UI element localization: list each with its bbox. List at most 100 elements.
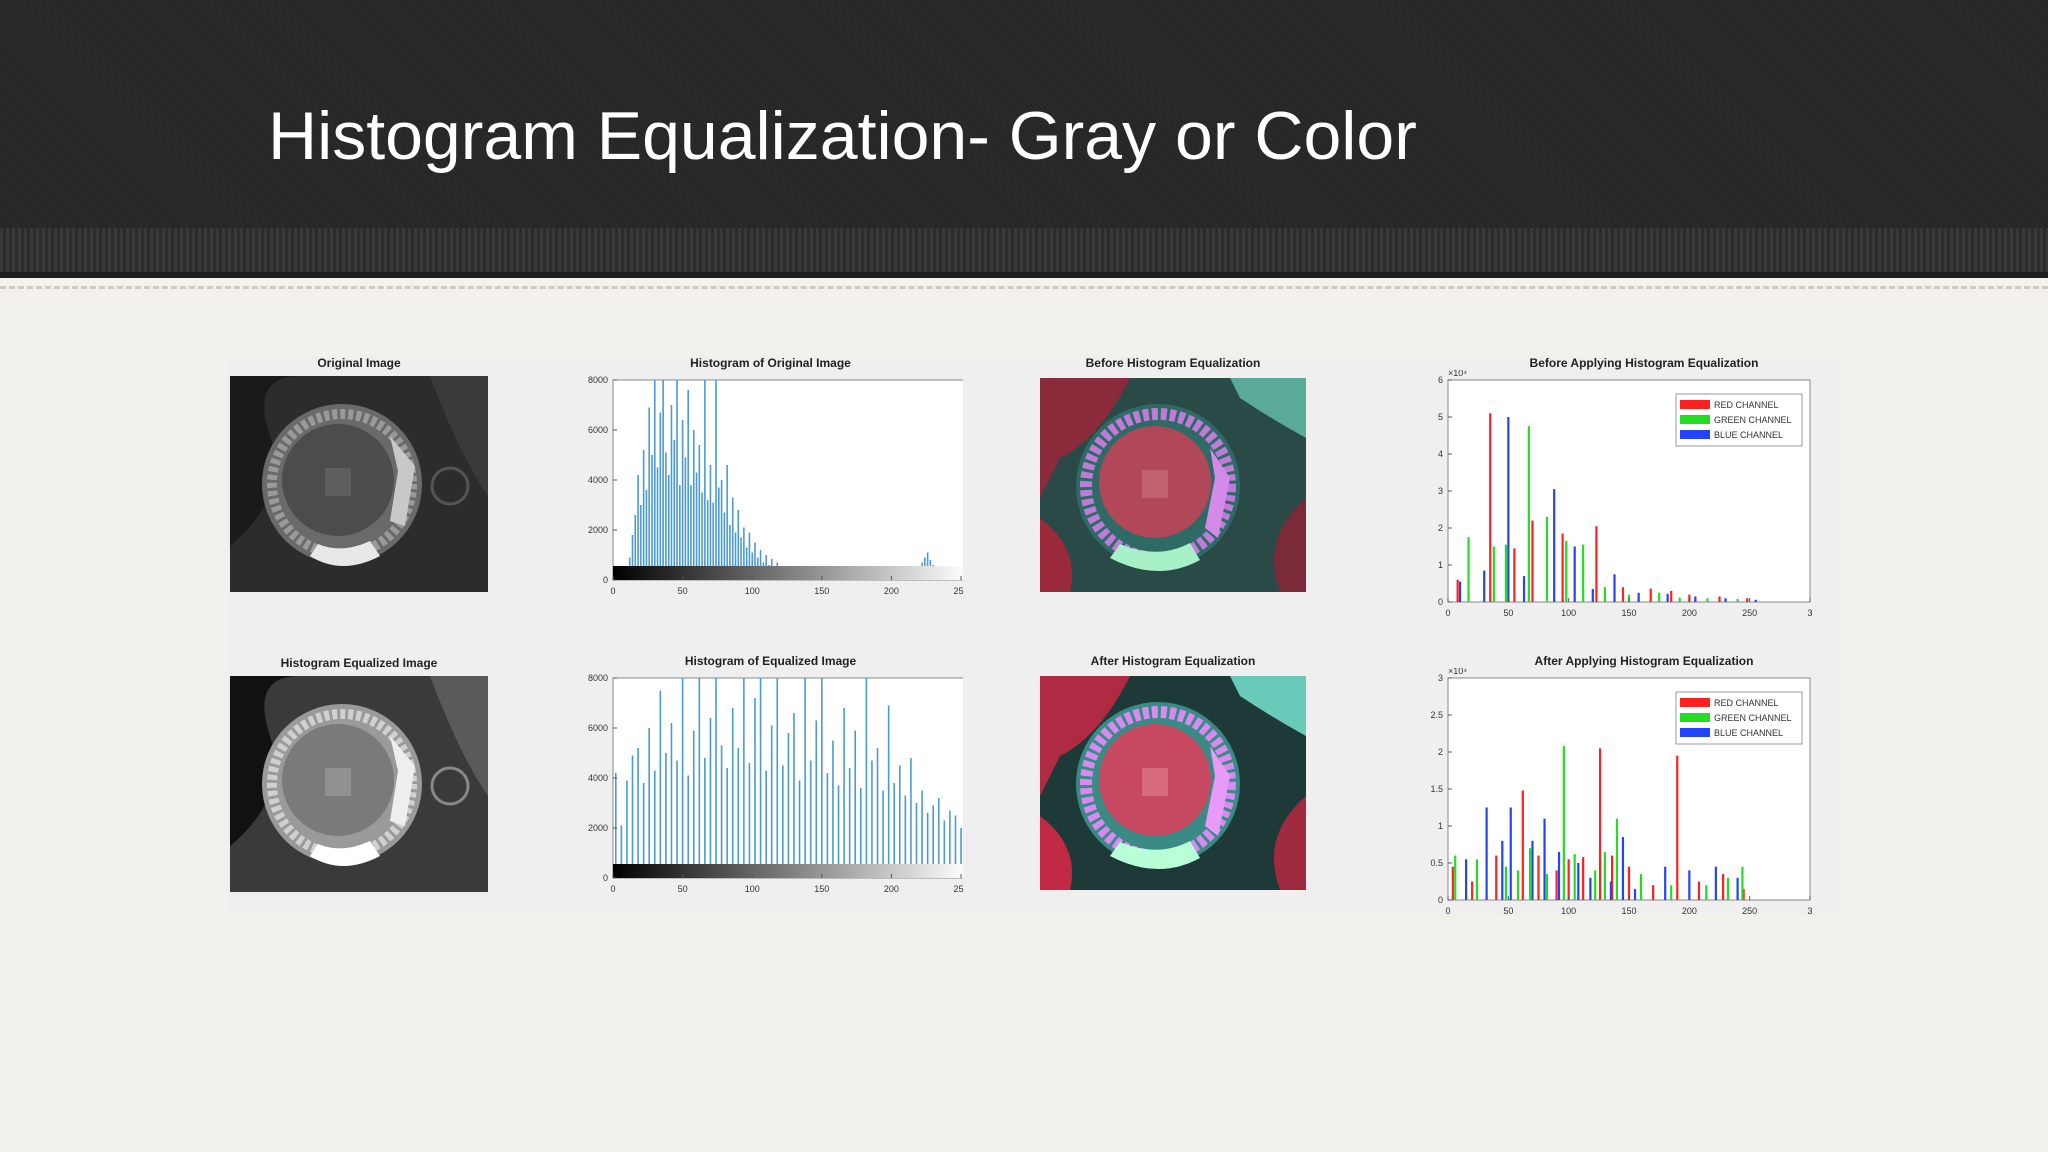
- bar: [887, 705, 890, 878]
- bar: [620, 825, 623, 878]
- bar: [692, 430, 695, 580]
- bar: [626, 780, 628, 878]
- gray-hist-original: 0 2000 4000 6000 8000 0 50 100 150 200 250: [578, 370, 963, 620]
- bar: [1670, 885, 1673, 900]
- bar: [1562, 746, 1565, 900]
- bar: [1741, 866, 1744, 900]
- bar: [1591, 589, 1594, 602]
- bar: [1537, 855, 1540, 900]
- bar: [731, 708, 734, 878]
- bar: [1513, 548, 1516, 602]
- bar: [1697, 881, 1701, 900]
- bar: [723, 512, 726, 580]
- bar: [1531, 520, 1534, 602]
- bar: [1504, 866, 1508, 900]
- bar: [1705, 885, 1708, 900]
- y-tick-label: 4000: [588, 773, 608, 783]
- bar: [1615, 818, 1619, 900]
- bar: [1694, 596, 1697, 602]
- bar: [1456, 579, 1459, 602]
- bar: [1573, 546, 1576, 602]
- figure-panel: Original Image Histogram of Original Ima…: [228, 356, 1840, 916]
- bar: [1545, 874, 1549, 900]
- bar: [651, 455, 653, 580]
- bar: [1664, 866, 1667, 900]
- bar: [932, 805, 934, 878]
- bar: [634, 515, 637, 580]
- bar: [1582, 544, 1585, 602]
- bar: [1639, 874, 1643, 900]
- bar: [715, 380, 717, 580]
- color-before-panel: Before Histogram Equalization: [1038, 356, 1308, 596]
- bar: [1594, 870, 1597, 900]
- x-tick-label: 50: [1503, 906, 1513, 916]
- bar: [1577, 863, 1580, 900]
- legend-swatch: [1680, 713, 1710, 722]
- bar: [720, 745, 723, 878]
- bar: [1621, 587, 1625, 602]
- bar: [648, 407, 650, 580]
- bar: [718, 487, 720, 580]
- bar: [821, 678, 823, 878]
- bar: [1561, 533, 1564, 602]
- bar: [937, 798, 940, 878]
- bar: [1652, 885, 1655, 900]
- bar: [743, 678, 745, 878]
- bar: [1718, 596, 1721, 602]
- bar: [1565, 540, 1568, 602]
- colorbar: [613, 864, 963, 878]
- bar: [865, 678, 868, 878]
- bar: [709, 718, 712, 878]
- color-hist-after: 0 0.5 1 1.5 2 2.5 3 0 50 100 150 200 250 3 ×10⁴ RED CHA…: [1408, 668, 1840, 918]
- bar: [1495, 855, 1498, 900]
- gray-hist-equalized: 0 2000 4000 6000 8000 0 50 100 150 200 250: [578, 668, 963, 918]
- x-tick-label: 0: [1445, 906, 1450, 916]
- x-tick-label: 150: [814, 586, 829, 596]
- equalized-image-panel: Histogram Equalized Image: [228, 656, 490, 896]
- bar: [1458, 581, 1462, 602]
- x-tick-label: 250: [954, 884, 963, 894]
- bar: [1454, 855, 1457, 900]
- bar: [631, 755, 634, 878]
- x-tick-label: 0: [610, 884, 615, 894]
- bar: [898, 765, 901, 878]
- x-tick-label: 100: [745, 884, 760, 894]
- color-after-title: After Histogram Equalization: [1090, 654, 1256, 668]
- legend-label: BLUE CHANNEL: [1714, 728, 1783, 738]
- y-tick-label: 8000: [588, 673, 608, 683]
- bar: [676, 380, 678, 580]
- x-tick-label: 200: [1682, 608, 1697, 618]
- x-tick-label: 100: [1561, 906, 1576, 916]
- bar: [1545, 516, 1549, 602]
- bar: [1726, 877, 1730, 900]
- bar: [1627, 866, 1631, 900]
- bar: [1637, 592, 1640, 602]
- legend-label: RED CHANNEL: [1714, 400, 1779, 410]
- bar: [684, 457, 687, 580]
- y-tick-label: 0: [1438, 895, 1443, 905]
- bar: [648, 728, 650, 878]
- chart-title: Histogram of Original Image: [690, 356, 851, 370]
- x-tick-label: 250: [1742, 906, 1757, 916]
- bar: [1509, 807, 1512, 900]
- bar: [687, 390, 689, 580]
- bar: [740, 537, 742, 580]
- bar: [1504, 544, 1508, 602]
- gray-hist-original-panel: Histogram of Original Image 0 2000 4000 600…: [578, 356, 963, 616]
- bar: [854, 730, 857, 878]
- y-tick-label: 6000: [588, 425, 608, 435]
- bar: [765, 770, 767, 878]
- bar: [1531, 840, 1534, 900]
- bar: [704, 758, 706, 878]
- bar: [642, 450, 645, 580]
- y-exponent-label: ×10⁴: [1448, 370, 1467, 378]
- color-hist-before-panel: Before Applying Histogram Equalization 0…: [1408, 356, 1840, 618]
- bar: [1724, 598, 1727, 602]
- y-tick-label: 1: [1438, 821, 1443, 831]
- x-tick-label: 50: [678, 884, 688, 894]
- bar: [926, 813, 929, 878]
- y-tick-label: 2000: [588, 823, 608, 833]
- bar: [640, 505, 642, 580]
- bar: [670, 723, 673, 878]
